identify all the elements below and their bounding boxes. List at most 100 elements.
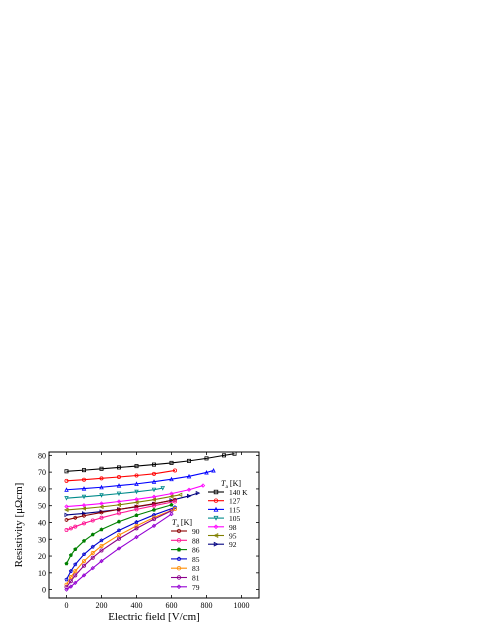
data-point — [151, 471, 156, 476]
data-point — [200, 483, 206, 488]
data-point — [169, 502, 174, 507]
data-point — [64, 487, 69, 492]
legend-label: 95 — [229, 532, 237, 541]
data-point — [134, 481, 139, 486]
data-point — [116, 499, 122, 504]
data-point — [117, 475, 122, 480]
data-point — [172, 499, 177, 504]
data-point — [73, 573, 78, 578]
data-point — [73, 515, 78, 520]
series-line — [66, 485, 204, 508]
series-81 — [64, 508, 174, 590]
series-line — [66, 469, 176, 482]
data-point — [134, 507, 139, 512]
series-98 — [64, 483, 206, 509]
series-line — [66, 494, 181, 511]
series-line — [66, 506, 176, 580]
data-point — [73, 547, 78, 552]
data-point — [169, 491, 174, 496]
legend-entry: 88 — [171, 536, 200, 545]
data-point — [99, 515, 104, 520]
series-line — [66, 469, 214, 491]
data-point — [99, 504, 104, 510]
data-point — [82, 563, 87, 568]
data-point — [134, 497, 139, 502]
legend-entry: 85 — [171, 555, 200, 564]
legend-entry: 86 — [171, 546, 200, 555]
data-point — [64, 577, 69, 582]
y-tick-label: 50 — [38, 502, 46, 511]
data-point — [213, 506, 219, 512]
legend-entry: 115 — [208, 505, 240, 514]
y-tick-label: 10 — [38, 569, 46, 578]
data-point — [117, 465, 122, 470]
legend-label: 90 — [192, 527, 200, 536]
data-point — [82, 477, 87, 482]
legend-label: 98 — [229, 523, 237, 532]
data-point — [82, 468, 87, 473]
series-140-k — [64, 451, 237, 474]
data-point — [90, 565, 95, 571]
data-point — [117, 536, 122, 541]
data-point — [73, 562, 78, 567]
legend-entry: 83 — [171, 564, 200, 573]
data-point — [99, 510, 104, 515]
data-point — [68, 575, 73, 580]
data-point — [99, 466, 104, 471]
data-point — [195, 490, 201, 496]
x-tick-label: 0 — [65, 601, 69, 610]
data-point — [134, 489, 139, 495]
data-point — [177, 528, 181, 534]
series-layer — [64, 451, 237, 592]
legend-label: 85 — [192, 555, 200, 564]
data-point — [151, 487, 157, 493]
data-point — [99, 538, 104, 543]
data-point — [151, 503, 156, 508]
data-point — [64, 528, 69, 533]
data-point — [90, 518, 95, 523]
data-point — [186, 473, 192, 479]
legend-title: Ta [K] — [172, 518, 192, 529]
legend-entry: 95 — [208, 532, 237, 541]
series-line — [66, 504, 172, 564]
data-point — [90, 532, 95, 537]
data-point — [160, 486, 165, 491]
data-point — [64, 478, 69, 483]
data-point — [134, 464, 139, 469]
legend-entry: 127 — [208, 497, 241, 506]
x-tick-label: 600 — [166, 601, 178, 610]
x-axis-label: Electric field [V/cm] — [108, 611, 200, 623]
x-tick-label: 800 — [201, 601, 213, 610]
data-point — [173, 505, 177, 510]
data-point — [90, 551, 95, 556]
series-115 — [64, 467, 216, 492]
plot-frame — [48, 451, 260, 599]
data-point — [117, 519, 121, 524]
data-point — [151, 462, 156, 467]
data-point — [99, 476, 104, 481]
x-tick-label: 1000 — [234, 601, 250, 610]
data-point — [151, 517, 156, 522]
legend-entry: 92 — [208, 540, 237, 549]
data-point — [176, 547, 182, 552]
data-point — [68, 526, 73, 531]
data-point — [73, 524, 78, 529]
data-point — [90, 544, 95, 549]
data-point — [176, 566, 182, 571]
data-point — [117, 511, 122, 516]
data-point — [221, 453, 226, 458]
data-point — [169, 511, 174, 517]
data-point — [99, 527, 104, 532]
series-line — [66, 487, 163, 499]
legend-label: 81 — [192, 574, 200, 583]
legend-entry: 105 — [208, 514, 241, 523]
data-point — [64, 517, 69, 523]
y-tick-label: 20 — [38, 552, 46, 561]
data-point — [213, 541, 219, 547]
data-point — [213, 489, 219, 495]
axis-ticks: 0 200 400 600 800 1000 0 10 20 30 40 50 60 70 80 — [38, 451, 259, 610]
legend-entry: 140 K — [208, 488, 248, 497]
data-point — [151, 523, 157, 529]
data-point — [64, 587, 69, 592]
data-point — [134, 526, 139, 531]
